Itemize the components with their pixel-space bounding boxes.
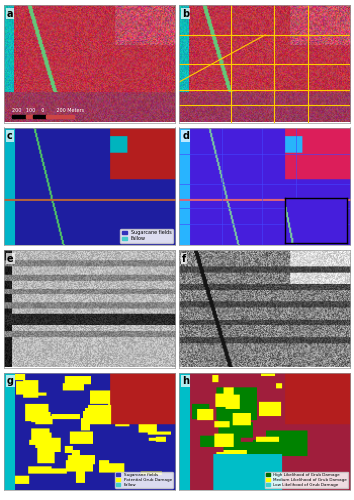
Text: 200   100    0        200 Meters: 200 100 0 200 Meters [12,108,84,113]
Legend: Sugarcane fields, Fallow: Sugarcane fields, Fallow [120,228,173,242]
Text: h: h [182,376,189,386]
Text: e: e [7,254,13,264]
Bar [46,115,74,118]
Bar [33,115,46,118]
Bar [26,115,33,118]
Text: f: f [182,254,187,264]
Text: d: d [182,131,189,141]
Legend: Sugarcane fields, Potential Grub Damage, Fallow: Sugarcane fields, Potential Grub Damage,… [115,472,173,488]
Legend: High Likelihood of Grub Damage, Medium Likelihood of Grub Damage, Low Likelihood: High Likelihood of Grub Damage, Medium L… [265,472,348,488]
Text: g: g [7,376,14,386]
Text: b: b [182,8,189,18]
Text: c: c [7,131,13,141]
Bar [12,115,26,118]
Text: a: a [7,8,13,18]
